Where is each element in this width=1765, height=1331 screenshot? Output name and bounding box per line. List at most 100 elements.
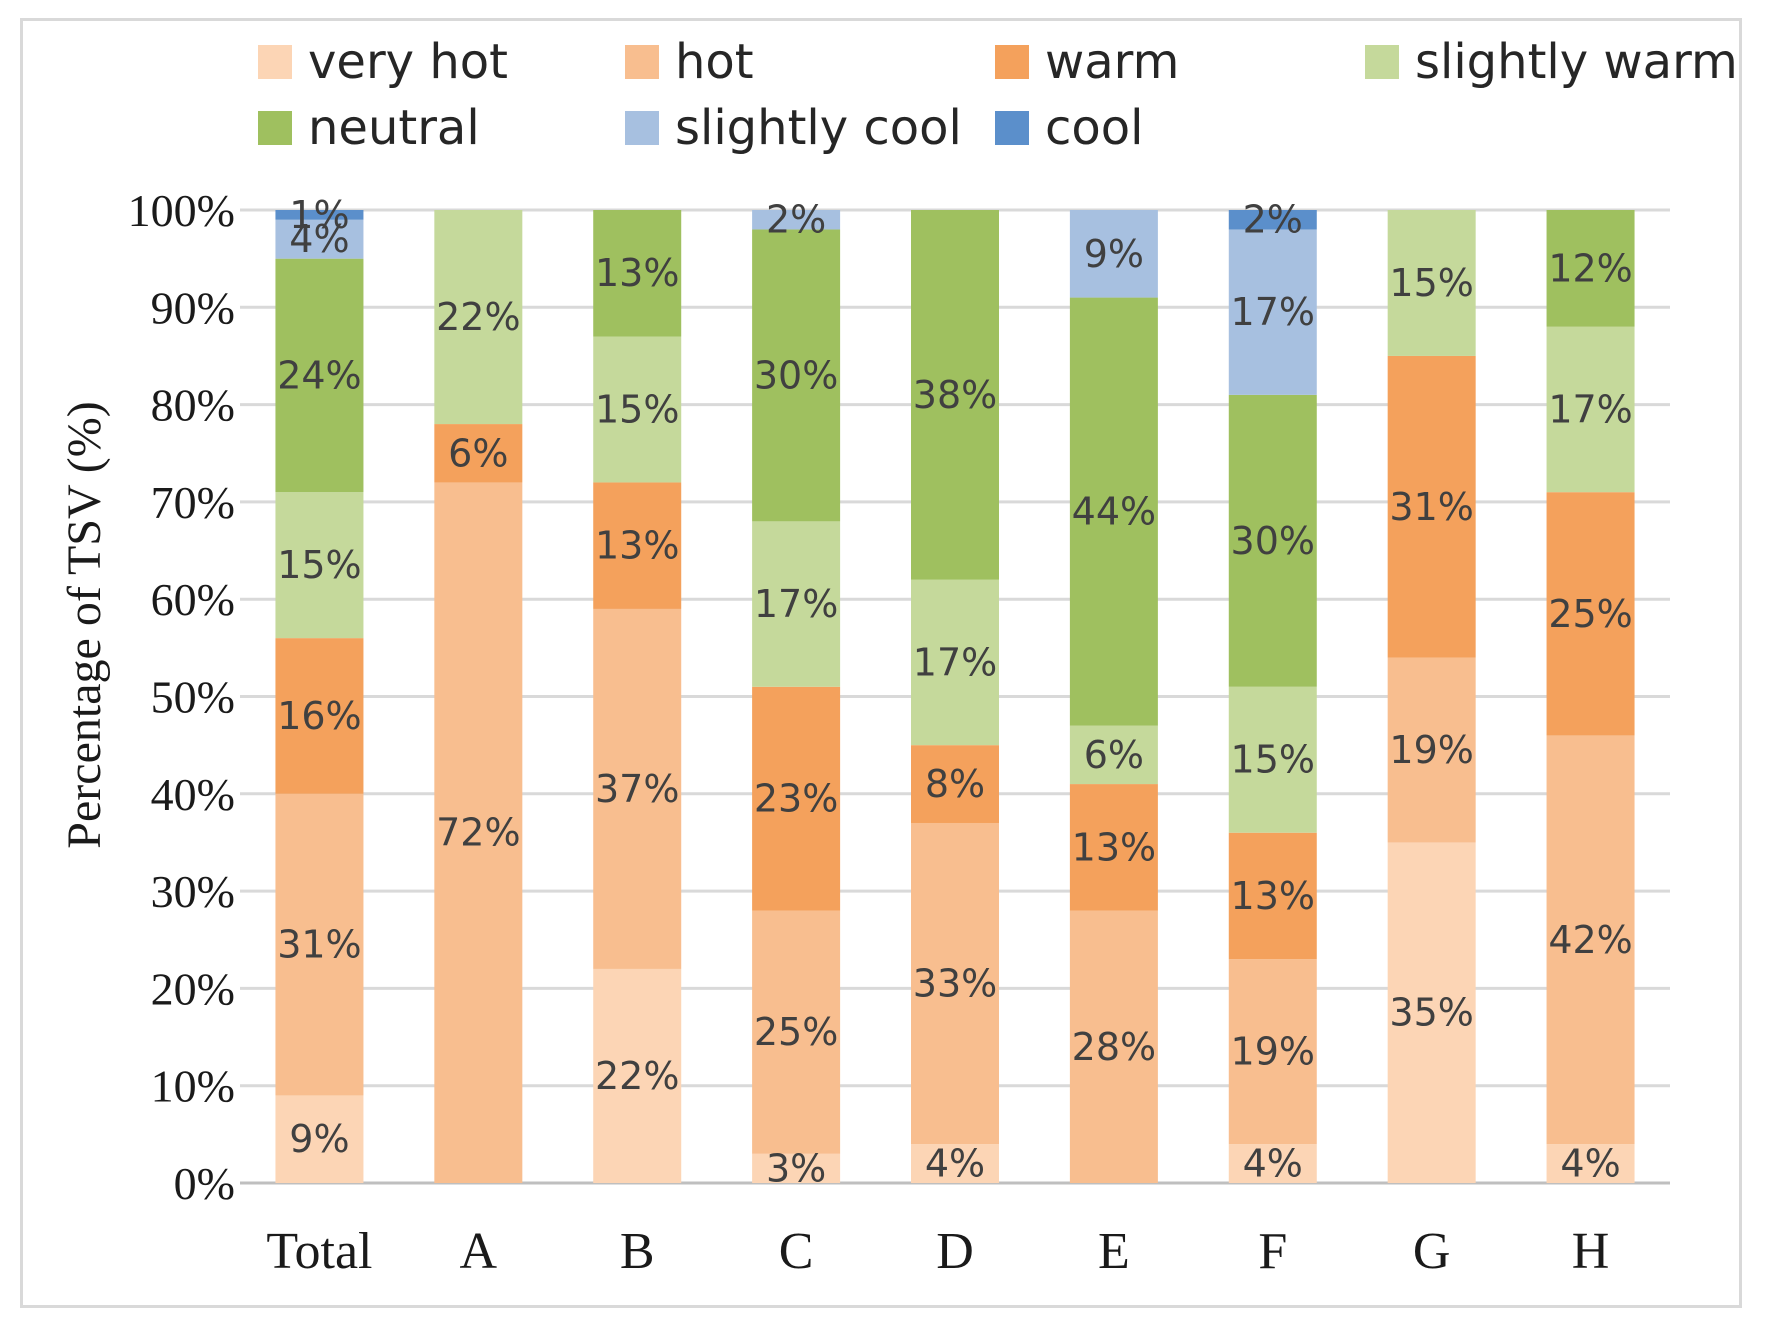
bar-total [275,210,364,1183]
bar-segment-hot [752,910,841,1154]
data-label: 13% [1072,825,1156,869]
bar-c [752,210,841,1183]
data-label: 9% [289,1117,349,1161]
data-label: 19% [1231,1030,1315,1074]
bar-segment-hot [1387,657,1476,843]
y-tick-label: 90% [151,282,235,333]
bar-segment-warm [911,745,999,823]
bar-segment-neutral [1228,394,1317,687]
data-label: 30% [754,353,838,397]
legend-label: warm [1045,34,1179,90]
bar-segment-very-hot [752,1153,841,1183]
bar-f [1228,210,1317,1183]
bar-h [1546,210,1635,1183]
data-label: 38% [913,373,997,417]
legend-label: very hot [308,34,508,90]
data-label: 31% [1389,485,1473,529]
bar-segment-cool [275,210,364,220]
legend-label: slightly cool [675,100,962,156]
data-label: 44% [1072,490,1156,534]
data-label: 33% [913,962,997,1006]
bar-segment-warm [1546,492,1635,736]
bar-segment-warm [752,686,841,911]
segment-labels: 9%31%16%15%24%4%1%72%6%22%22%37%13%15%13… [277,193,1633,1191]
data-label: 15% [595,387,679,431]
bar-segment-neutral [593,210,682,337]
data-label: 24% [277,353,361,397]
y-tick-label: 70% [151,477,235,528]
legend-label: hot [675,34,754,90]
data-label: 3% [766,1146,826,1190]
x-axis-ticks: Total A B C D E F G H [266,1223,1609,1280]
data-label: 13% [1231,874,1315,918]
legend-item-very-hot: very hot [258,34,508,90]
legend-swatch [258,111,292,145]
data-label: 17% [754,582,838,626]
legend-swatch [1365,45,1399,79]
legend-item-neutral: neutral [258,100,480,156]
legend-label: slightly warm [1415,34,1738,90]
data-label: 35% [1389,991,1473,1035]
x-tick-label: F [1258,1223,1287,1280]
bar-segment-hot [275,793,364,1096]
data-label: 28% [1072,1025,1156,1069]
x-tick-label: B [620,1223,655,1280]
data-label: 2% [766,198,826,242]
bar-segment-very-hot [911,1144,999,1183]
x-tick-label: A [460,1223,498,1280]
data-label: 6% [448,431,508,475]
bar-segment-very-hot [1228,1144,1317,1183]
bar-segment-warm [1387,355,1476,658]
data-label: 4% [1243,1142,1303,1186]
y-tick-label: 0% [174,1158,235,1209]
bar-segment-neutral [1069,297,1158,726]
legend-label: cool [1045,100,1143,156]
bar-segment-slightly-warm [1546,326,1635,493]
data-label: 25% [1548,592,1632,636]
data-label: 19% [1389,728,1473,772]
bar-e [1069,210,1158,1183]
data-label: 13% [595,251,679,295]
bar-segment-warm [1228,832,1317,960]
bar-segment-warm [434,424,523,483]
data-label: 8% [925,762,985,806]
y-axis-ticks: 0% 10% 20% 30% 40% 50% 60% 70% 80% 90% 100% [128,185,235,1209]
bar-segment-slightly-warm [1228,686,1317,833]
bar-b [593,210,682,1183]
x-tick-label: C [779,1223,814,1280]
y-tick-label: 50% [151,672,235,723]
data-label: 42% [1548,918,1632,962]
y-tick-label: 100% [128,185,235,236]
legend-swatch [625,45,659,79]
data-label: 4% [925,1142,985,1186]
bar-segment-hot [1228,959,1317,1145]
bar-segment-hot [434,482,523,1183]
data-label: 15% [277,543,361,587]
legend-item-slightly-cool: slightly cool [625,100,962,156]
data-label: 4% [289,217,349,261]
bar-segment-warm [275,638,364,794]
bar-segment-cool [1228,210,1317,230]
bar-segment-hot [1069,910,1158,1183]
bar-segment-neutral [275,258,364,493]
bar-segment-slightly-cool [275,219,364,259]
y-tick-label: 30% [151,866,235,917]
legend-item-hot: hot [625,34,754,90]
bar-segment-slightly-warm [593,336,682,483]
legend: very hot hot warm slightly warm neutral sligh… [258,34,1738,156]
data-label: 12% [1548,246,1632,290]
bar-segment-neutral [1546,210,1635,327]
x-tick-label: D [936,1223,974,1280]
y-axis-title: Percentage of TSV (%) [58,401,111,848]
legend-item-cool: cool [995,100,1143,156]
data-label: 25% [754,1010,838,1054]
bar-a [434,210,523,1183]
bar-segment-neutral [911,210,999,580]
bar-segment-hot [911,822,999,1145]
data-label: 30% [1231,519,1315,563]
bar-segment-slightly-cool [1228,229,1317,395]
bar-segment-neutral [752,229,841,522]
y-tick-label: 80% [151,380,235,431]
bar-segment-slightly-cool [752,210,841,230]
